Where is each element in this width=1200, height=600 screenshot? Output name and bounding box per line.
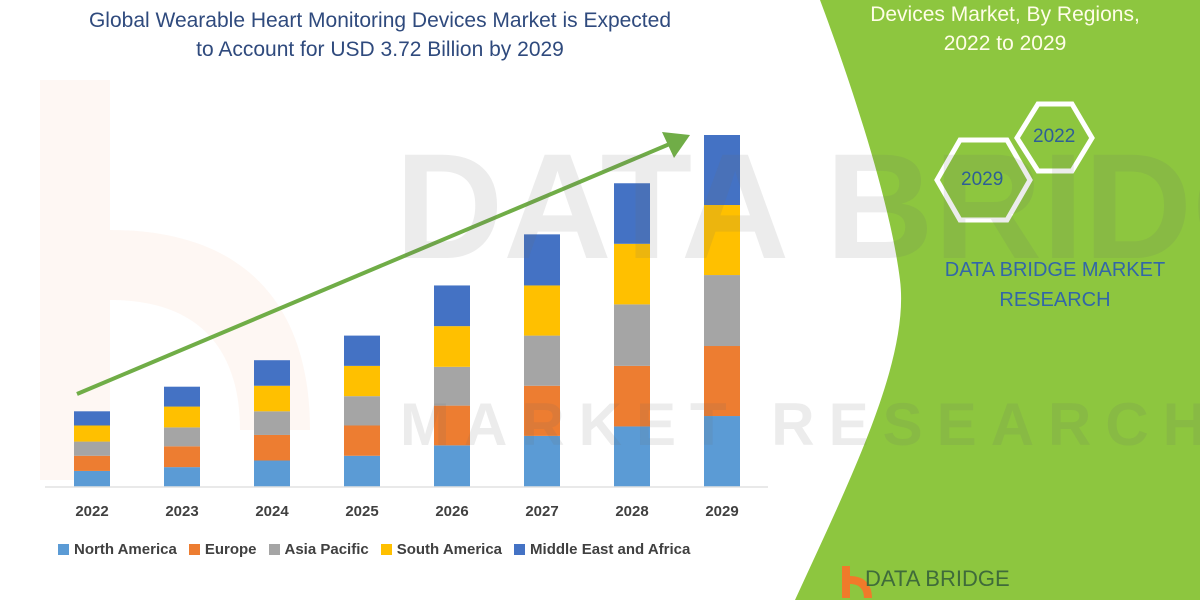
bar-2029-south-america	[704, 205, 740, 276]
legend-label: South America	[396, 541, 503, 558]
legend-item: South America	[380, 541, 503, 558]
legend-label: Middle East and Africa	[530, 541, 691, 558]
bar-2024-europe	[254, 434, 290, 461]
bar-2022-europe	[74, 455, 110, 471]
bar-2028-north-america	[614, 426, 650, 487]
x-tick-label: 2025	[345, 503, 379, 520]
trend-arrow-head	[662, 132, 690, 158]
bar-2022-asia-pacific	[74, 441, 110, 456]
bar-2025-south-america	[344, 365, 380, 397]
watermark-text: DATA BRIDGE	[395, 122, 1200, 290]
legend-item: Middle East and Africa	[514, 541, 690, 558]
green-side-panel	[795, 0, 1200, 600]
hex-label-2022: 2022	[1033, 126, 1076, 147]
bar-2023-south-america	[164, 406, 200, 428]
title-line-2: to Account for USD 3.72 Billion by 2029	[196, 38, 564, 61]
watermark-subtext: MARKET RESEARCH	[400, 391, 1200, 458]
x-tick-label: 2023	[165, 503, 199, 520]
bar-2026-south-america	[434, 326, 470, 367]
legend-label: North America	[74, 541, 177, 558]
x-tick-label: 2027	[525, 503, 559, 520]
legend-swatch	[380, 544, 392, 555]
legend: North America Europe Asia Pacific South Ame…	[58, 541, 690, 558]
logo-icon	[842, 566, 872, 598]
legend-swatch	[58, 544, 69, 555]
bar-2022-north-america	[74, 470, 110, 487]
bar-2026-middle-east-and-africa	[434, 285, 470, 327]
side-title-line-2: 2022 to 2029	[943, 32, 1067, 55]
brand-line-2: RESEARCH	[999, 289, 1111, 311]
bar-2025-north-america	[344, 455, 380, 487]
bar-2022-middle-east-and-africa	[74, 411, 110, 426]
x-tick-label: 2024	[255, 503, 289, 520]
bar-2026-north-america	[434, 445, 470, 487]
bar-2023-europe	[164, 446, 200, 468]
side-title-line-1: Devices Market, By Regions,	[870, 3, 1140, 26]
bar-2027-asia-pacific	[524, 335, 560, 386]
title-line-1: Global Wearable Heart Monitoring Devices…	[88, 9, 672, 32]
x-tick-label: 2022	[75, 503, 109, 520]
bar-2024-north-america	[254, 460, 290, 487]
legend-item: Europe	[188, 541, 257, 558]
bar-2025-middle-east-and-africa	[344, 335, 380, 366]
legend-label: Europe	[204, 541, 257, 558]
bar-2027-middle-east-and-africa	[524, 234, 560, 286]
bar-2023-asia-pacific	[164, 427, 200, 447]
hex-label-2029: 2029	[961, 169, 1004, 190]
legend-swatch	[514, 544, 526, 555]
bar-2029-europe	[704, 346, 740, 417]
side-title: Devices Market, By Regions, 2022 to 2029	[830, 0, 1180, 58]
bar-2028-europe	[614, 365, 650, 427]
hexagon-2022	[1014, 101, 1095, 174]
bar-2028-middle-east-and-africa	[614, 183, 650, 244]
logo-text: DATA BRIDGE	[865, 566, 1010, 591]
legend-item: Asia Pacific	[268, 541, 369, 558]
legend-swatch	[268, 544, 280, 555]
legend-item: North America	[58, 541, 177, 558]
bar-2024-south-america	[254, 385, 290, 412]
bar-2028-asia-pacific	[614, 304, 650, 366]
hexagon-2029	[934, 137, 1033, 223]
chart-title: Global Wearable Heart Monitoring Devices…	[40, 6, 720, 64]
bar-2022-south-america	[74, 425, 110, 442]
trend-arrow-line	[76, 141, 673, 396]
bar-2029-north-america	[704, 416, 740, 487]
bar-2027-europe	[524, 385, 560, 436]
bar-2023-middle-east-and-africa	[164, 386, 200, 407]
bar-2024-asia-pacific	[254, 411, 290, 435]
brand-line-1: DATA BRIDGE MARKET	[944, 259, 1166, 281]
bar-2026-asia-pacific	[434, 366, 470, 406]
legend-label: Asia Pacific	[284, 541, 369, 558]
bar-2029-middle-east-and-africa	[704, 135, 740, 206]
x-tick-label: 2028	[615, 503, 649, 520]
x-tick-label: 2026	[435, 503, 469, 520]
bar-2026-europe	[434, 405, 470, 446]
bar-2027-north-america	[524, 435, 560, 487]
bar-2028-south-america	[614, 243, 650, 305]
bar-2029-asia-pacific	[704, 275, 740, 347]
legend-swatch	[188, 544, 200, 555]
bar-2024-middle-east-and-africa	[254, 360, 290, 386]
x-tick-label: 2029	[705, 503, 739, 520]
bar-2027-south-america	[524, 285, 560, 336]
bar-2025-europe	[344, 425, 380, 456]
bar-2025-asia-pacific	[344, 396, 380, 426]
bar-2023-north-america	[164, 467, 200, 487]
brand-text: DATA BRIDGE MARKET RESEARCH	[900, 255, 1200, 315]
